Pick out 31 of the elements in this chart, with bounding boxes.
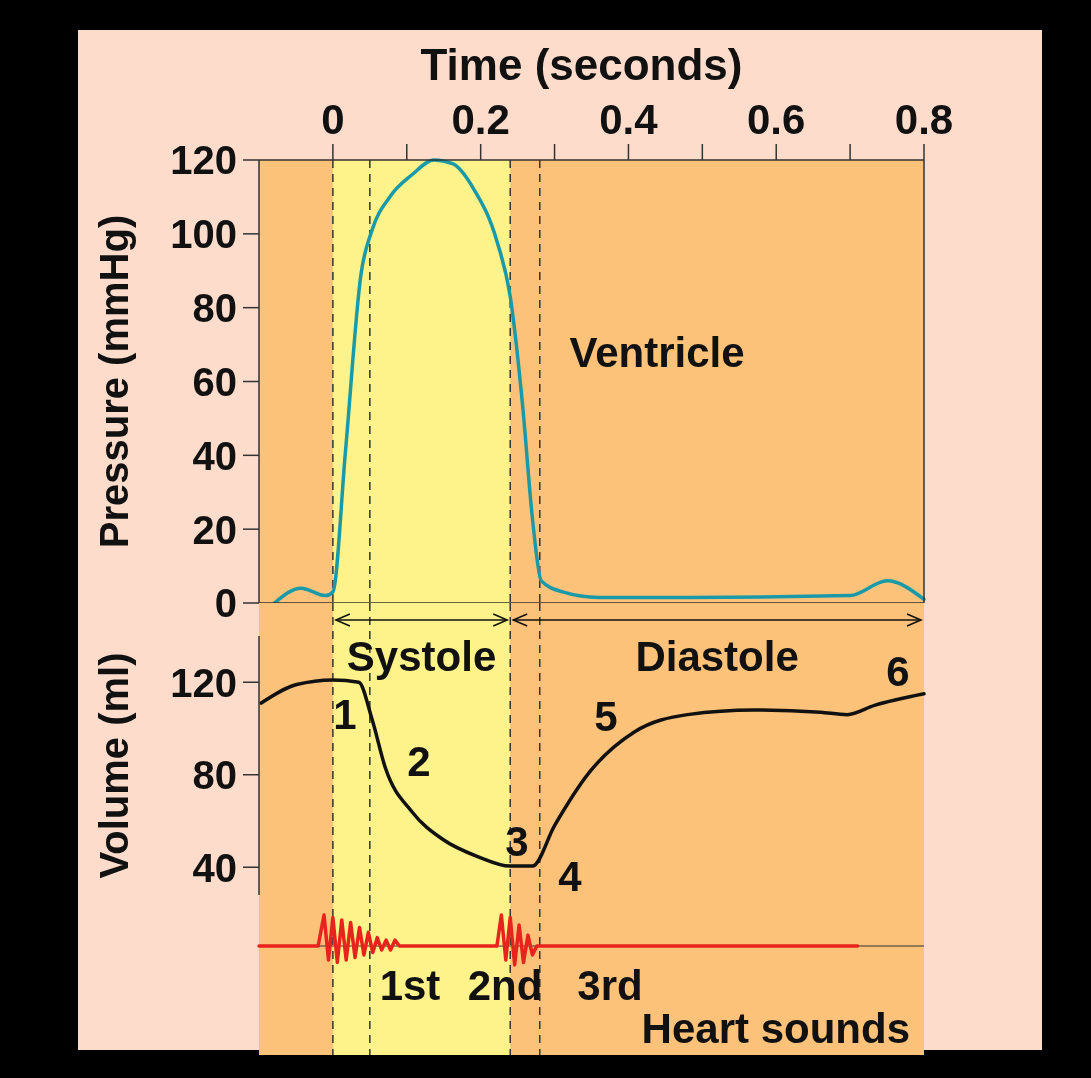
y-tick-label: 80	[192, 286, 237, 331]
annotation: 4	[558, 853, 583, 901]
annotation: 1st	[379, 962, 441, 1010]
y-axis-title: Volume (ml)	[92, 652, 136, 879]
y-tick-label: 0	[214, 581, 237, 626]
x-tick-label: 0.8	[894, 96, 954, 143]
x-tick-label: 0.2	[451, 96, 510, 143]
y-tick-label: 40	[192, 845, 237, 890]
annotation: 2	[407, 738, 431, 786]
annotation: 5	[594, 693, 618, 741]
y-tick-label: 20	[192, 507, 237, 552]
annotation: 6	[886, 648, 910, 696]
y-tick-label: 120	[170, 660, 237, 705]
y-axis-title: Pressure (mmHg)	[92, 214, 136, 549]
text: Heart sounds	[641, 1005, 910, 1053]
annotation: 2nd	[467, 962, 543, 1010]
annotation: 3	[505, 818, 529, 866]
band-label: Systole	[346, 633, 497, 680]
y-tick-label: 40	[192, 433, 237, 478]
y-tick-label: 80	[192, 753, 237, 798]
annotation: 3rd	[577, 962, 643, 1010]
x-tick-label: 0	[321, 96, 345, 143]
y-tick-label: 100	[170, 212, 237, 257]
x-tick-label: 0.4	[599, 96, 659, 143]
x-axis-title: Time (seconds)	[420, 40, 743, 89]
annotation: Ventricle	[569, 329, 745, 377]
band-label: Diastole	[635, 633, 799, 680]
y-tick-label: 120	[170, 138, 237, 183]
y-tick-label: 60	[192, 359, 237, 404]
x-tick-label: 0.6	[747, 96, 806, 143]
annotation: 1	[333, 691, 357, 739]
